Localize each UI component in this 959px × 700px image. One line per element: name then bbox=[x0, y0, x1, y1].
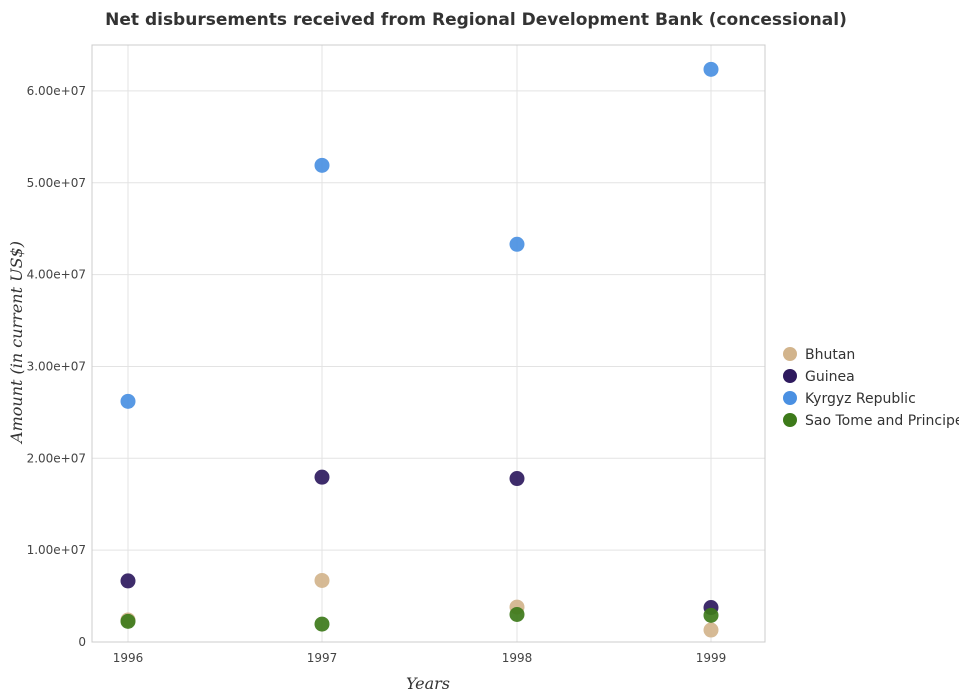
legend-label-bhutan: Bhutan bbox=[805, 347, 855, 363]
point-kyrgyz-republic bbox=[314, 157, 330, 173]
point-sao-tome-and-principe bbox=[314, 616, 330, 632]
point-kyrgyz-republic bbox=[509, 236, 525, 252]
y-tick-label: 0 bbox=[78, 635, 86, 649]
point-guinea bbox=[120, 573, 136, 589]
grid-layer bbox=[92, 45, 765, 643]
point-sao-tome-and-principe bbox=[703, 607, 719, 623]
point-bhutan bbox=[314, 572, 330, 588]
legend-label-kyrgyz-republic: Kyrgyz Republic bbox=[805, 391, 916, 407]
x-tick-label: 1996 bbox=[113, 651, 144, 665]
x-axis-label: Years bbox=[406, 674, 450, 693]
y-tick-label: 6.00e+07 bbox=[27, 84, 86, 98]
y-tick-label: 3.00e+07 bbox=[27, 359, 86, 373]
y-tick-label: 2.00e+07 bbox=[27, 451, 86, 465]
legend-label-guinea: Guinea bbox=[805, 369, 855, 385]
data-points bbox=[120, 61, 719, 638]
x-tick-label: 1999 bbox=[696, 651, 727, 665]
legend-label-sao-tome-and-principe: Sao Tome and Principe bbox=[805, 413, 959, 429]
y-tick-label: 4.00e+07 bbox=[27, 268, 86, 282]
plot-frame bbox=[91, 44, 766, 643]
point-kyrgyz-republic bbox=[703, 61, 719, 77]
point-bhutan bbox=[703, 622, 719, 638]
x-tick-label: 1998 bbox=[502, 651, 533, 665]
legend-marker-sao-tome-and-principe bbox=[783, 413, 797, 427]
legend-marker-guinea bbox=[783, 369, 797, 383]
legend: Bhutan Guinea Kyrgyz Republic Sao Tome and … bbox=[783, 347, 959, 429]
point-guinea bbox=[509, 471, 525, 487]
y-tick-label: 5.00e+07 bbox=[27, 176, 86, 190]
chart-title: Net disbursements received from Regional… bbox=[105, 10, 847, 30]
x-axis-ticks: 1996 1997 1998 1999 bbox=[113, 651, 727, 665]
point-guinea bbox=[314, 469, 330, 485]
legend-marker-bhutan bbox=[783, 347, 797, 361]
point-kyrgyz-republic bbox=[120, 393, 136, 409]
y-axis-ticks: 0 1.00e+07 2.00e+07 3.00e+07 4.00e+07 5.00e+0… bbox=[27, 84, 86, 649]
y-axis-label: Amount (in current US$) bbox=[7, 241, 26, 445]
x-tick-label: 1997 bbox=[307, 651, 338, 665]
legend-marker-kyrgyz-republic bbox=[783, 391, 797, 405]
point-sao-tome-and-principe bbox=[120, 613, 136, 629]
y-tick-label: 1.00e+07 bbox=[27, 543, 86, 557]
point-sao-tome-and-principe bbox=[509, 606, 525, 622]
